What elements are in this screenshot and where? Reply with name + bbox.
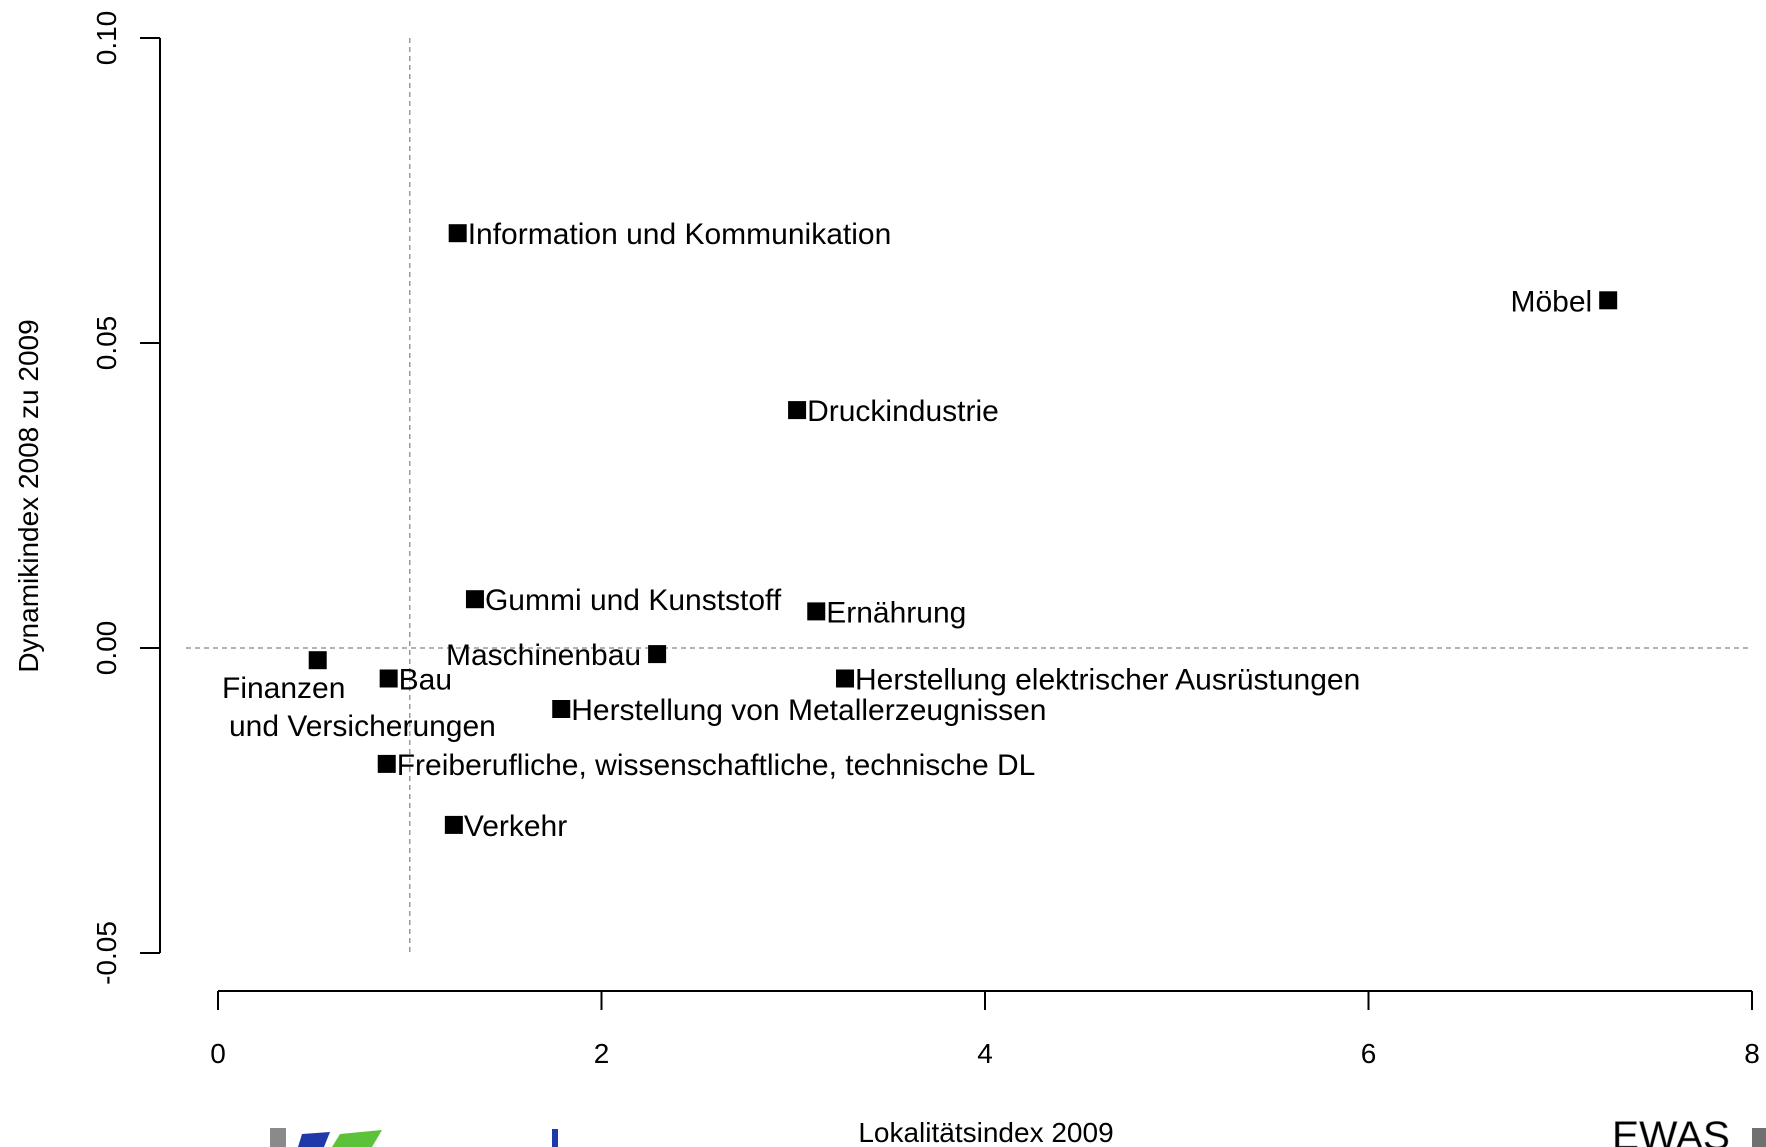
data-point <box>444 815 463 834</box>
point-label: Herstellung von Metallerzeugnissen <box>571 694 1046 727</box>
point-label: Gummi und Kunststoff <box>485 584 782 617</box>
x-tick-label: 0 <box>210 1038 226 1069</box>
data-point <box>552 700 571 718</box>
point-label: Maschinenbau <box>446 639 641 672</box>
point-label: Herstellung elektrischer Ausrüstungen <box>855 664 1360 697</box>
data-point <box>788 401 807 420</box>
logo-left-gray-block <box>270 1128 286 1147</box>
data-points: Information und Kommunikation Möbel Drucki… <box>222 218 1618 843</box>
reference-lines <box>186 38 1752 953</box>
logo-left-blue-shape <box>298 1132 330 1147</box>
x-tick-label: 2 <box>594 1038 610 1069</box>
y-tick-label: 0.00 <box>91 621 122 676</box>
data-point <box>807 602 826 621</box>
data-point <box>1599 291 1618 310</box>
data-point <box>836 669 855 688</box>
data-point <box>448 224 467 243</box>
point-label: Bau <box>399 664 452 697</box>
logo-left <box>270 1128 558 1147</box>
y-axis: -0.05 0.00 0.05 0.10 <box>91 11 161 985</box>
x-tick-label: 4 <box>977 1038 993 1069</box>
point-label: und Versicherungen <box>229 710 496 743</box>
data-point <box>648 645 667 664</box>
data-point <box>377 754 396 773</box>
point-label: Möbel <box>1510 285 1592 318</box>
y-axis-title: Dynamikindex 2008 zu 2009 <box>13 319 44 672</box>
logo-right: EWAS <box>1612 1114 1766 1147</box>
y-tick-label: -0.05 <box>91 921 122 985</box>
point-label: Information und Kommunikation <box>468 218 892 251</box>
point-label: Freiberufliche, wissenschaftliche, techn… <box>397 749 1036 782</box>
data-point <box>465 590 484 609</box>
point-label: Druckindustrie <box>807 395 999 428</box>
y-tick-label: 0.10 <box>91 11 122 66</box>
point-label: Finanzen <box>222 672 345 705</box>
x-tick-label: 8 <box>1744 1038 1760 1069</box>
point-label: Ernährung <box>826 596 966 629</box>
logo-left-green-shape <box>332 1130 382 1147</box>
x-axis: 0 2 4 6 8 <box>210 990 1760 1069</box>
x-axis-title: Lokalitätsindex 2009 <box>858 1117 1113 1147</box>
logo-left-blue-mark <box>552 1129 558 1147</box>
logo-right-gray-block <box>1752 1128 1766 1147</box>
x-tick-label: 6 <box>1361 1038 1377 1069</box>
data-point <box>308 651 327 670</box>
data-point <box>379 669 398 688</box>
point-label: Verkehr <box>464 810 567 843</box>
logo-right-text: EWAS <box>1612 1114 1730 1147</box>
y-tick-label: 0.05 <box>91 316 122 371</box>
